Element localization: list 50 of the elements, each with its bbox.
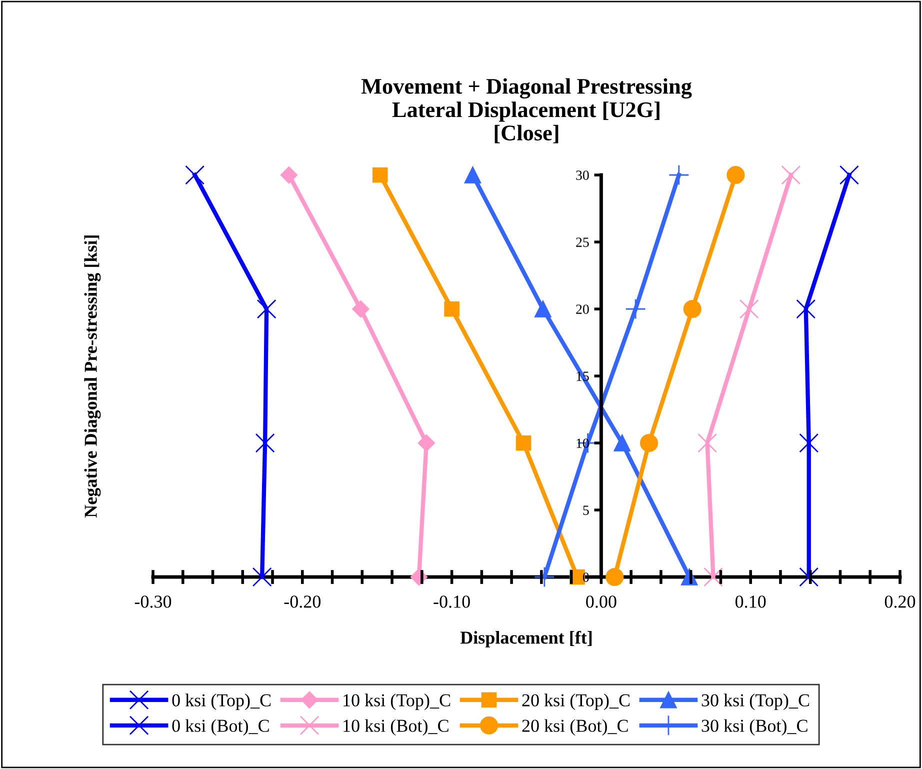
x-tick-label: 0.00 <box>586 596 616 608</box>
x-tick-label: 0.20 <box>884 596 916 608</box>
legend-label: 20 ksi (Top)_C <box>522 694 630 710</box>
point <box>683 300 702 318</box>
legend-label: 0 ksi (Top)_C <box>172 694 271 710</box>
point <box>698 433 717 453</box>
point <box>606 568 624 586</box>
point <box>668 164 690 186</box>
legend-label: 30 ksi (Top)_C <box>702 694 810 710</box>
y-tick-label: 25 <box>576 238 589 247</box>
point <box>352 300 370 318</box>
point <box>726 166 745 184</box>
x-axis-title: Displacement [ft] <box>460 630 592 648</box>
point <box>516 435 532 451</box>
point <box>739 299 759 319</box>
y-tick-label: 10 <box>576 438 589 448</box>
legend-label: 10 ksi (Top)_C <box>344 694 450 710</box>
point <box>444 301 460 317</box>
y-tick-label: 30 <box>576 170 589 180</box>
point <box>418 434 435 452</box>
point <box>534 300 552 318</box>
x-tick-label: -0.10 <box>434 596 470 608</box>
point <box>185 165 205 185</box>
point <box>799 433 819 453</box>
point <box>799 567 819 587</box>
point <box>534 566 555 588</box>
legend-label: 10 ksi (Bot)_C <box>344 719 448 736</box>
point <box>796 299 816 319</box>
point <box>839 165 859 185</box>
point <box>704 567 723 587</box>
x-tick-label: 0.10 <box>735 596 766 608</box>
point <box>280 166 298 184</box>
point <box>625 298 646 320</box>
y-tick-label: 5 <box>583 506 589 515</box>
y-axis-title: Negative Diagonal Pre-stressing [ksi] <box>84 235 101 518</box>
point <box>252 567 272 587</box>
point <box>464 166 482 184</box>
legend-label: 20 ksi (Bot)_C <box>522 719 628 736</box>
point <box>255 433 275 453</box>
x-tick-label: -0.30 <box>134 596 172 608</box>
point <box>256 299 276 319</box>
point <box>781 165 801 185</box>
point <box>640 434 658 452</box>
legend-label: 30 ksi (Bot)_C <box>702 719 808 736</box>
chart-title: Movement + Diagonal Prestressing Lateral Displacement [U2G] [Close] <box>361 78 692 144</box>
legend-label: 0 ksi (Bot)_C <box>172 719 269 736</box>
y-tick-label: 20 <box>576 304 589 314</box>
x-tick-label: -0.20 <box>284 596 321 608</box>
point <box>614 434 630 452</box>
point <box>372 167 388 183</box>
